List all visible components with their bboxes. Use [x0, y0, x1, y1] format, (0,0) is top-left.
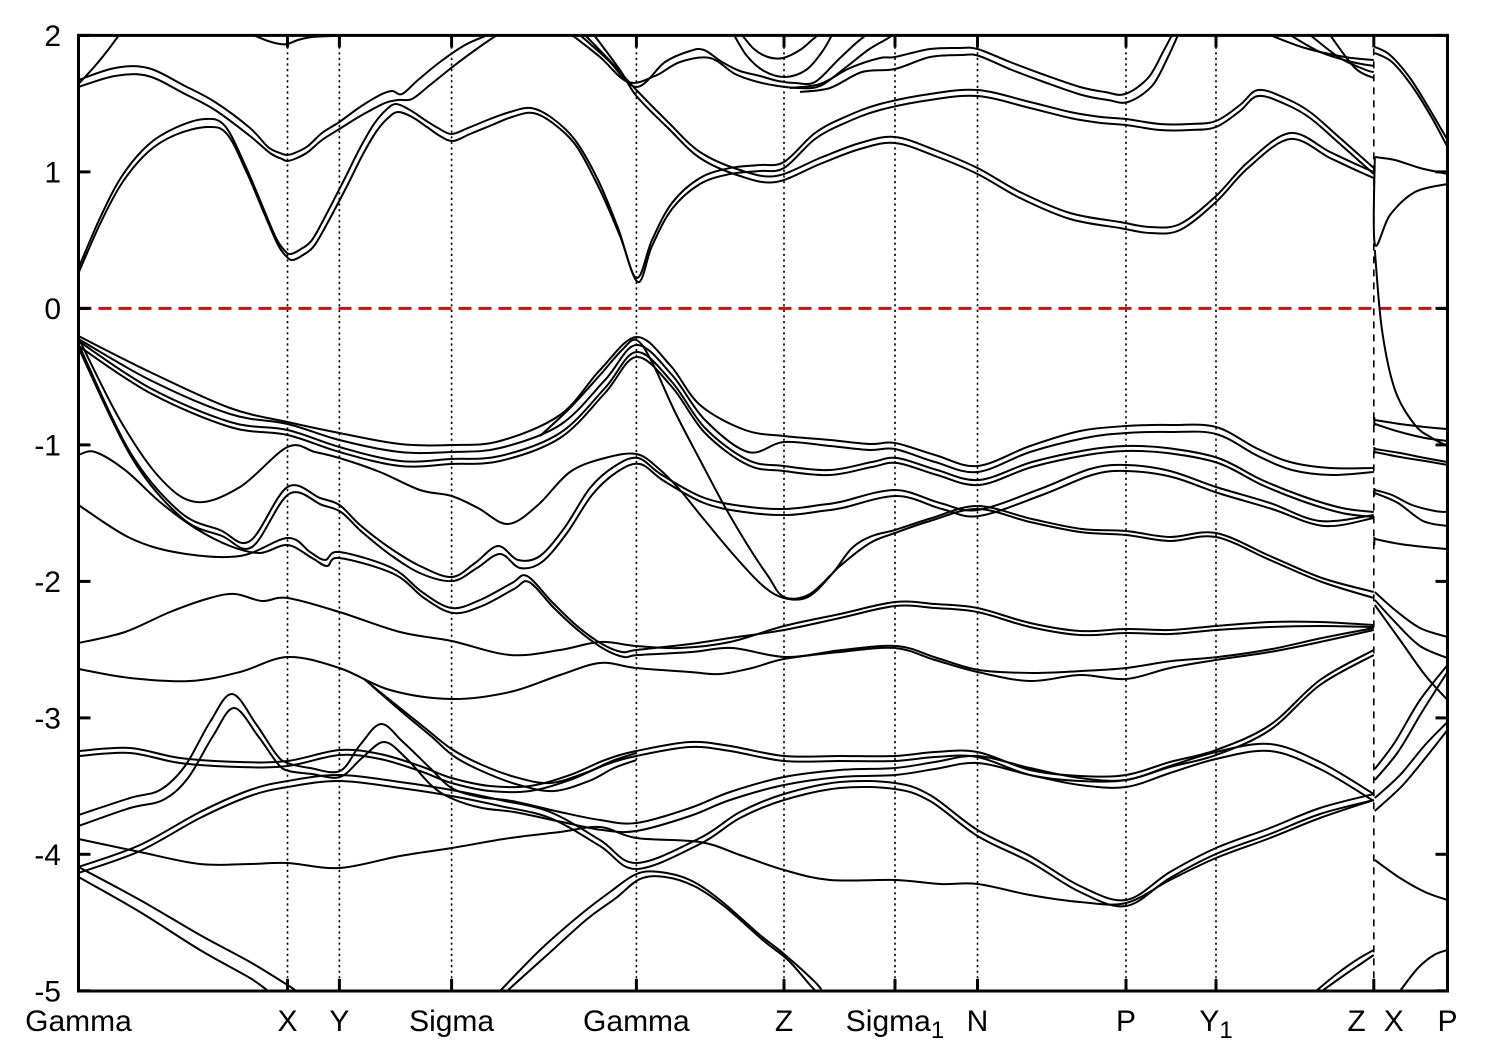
svg-text:-4: -4 — [34, 839, 61, 872]
svg-text:-3: -3 — [34, 702, 61, 735]
svg-text:P: P — [1437, 1005, 1457, 1038]
svg-text:Sigma: Sigma — [409, 1005, 494, 1038]
svg-text:Z: Z — [1347, 1005, 1365, 1038]
svg-text:X: X — [1384, 1005, 1404, 1038]
svg-text:Y: Y — [329, 1005, 349, 1038]
svg-text:2: 2 — [44, 20, 61, 53]
svg-text:1: 1 — [44, 156, 61, 189]
svg-text:-1: -1 — [34, 429, 61, 462]
svg-text:Z: Z — [775, 1005, 793, 1038]
svg-text:Sigma1: Sigma1 — [846, 1005, 944, 1044]
svg-text:P: P — [1116, 1005, 1136, 1038]
svg-text:-2: -2 — [34, 566, 61, 599]
svg-text:0: 0 — [44, 293, 61, 326]
svg-text:Gamma: Gamma — [25, 1005, 132, 1038]
svg-text:Gamma: Gamma — [583, 1005, 690, 1038]
svg-text:N: N — [967, 1005, 989, 1038]
svg-text:-5: -5 — [34, 975, 61, 1008]
svg-text:X: X — [277, 1005, 297, 1038]
